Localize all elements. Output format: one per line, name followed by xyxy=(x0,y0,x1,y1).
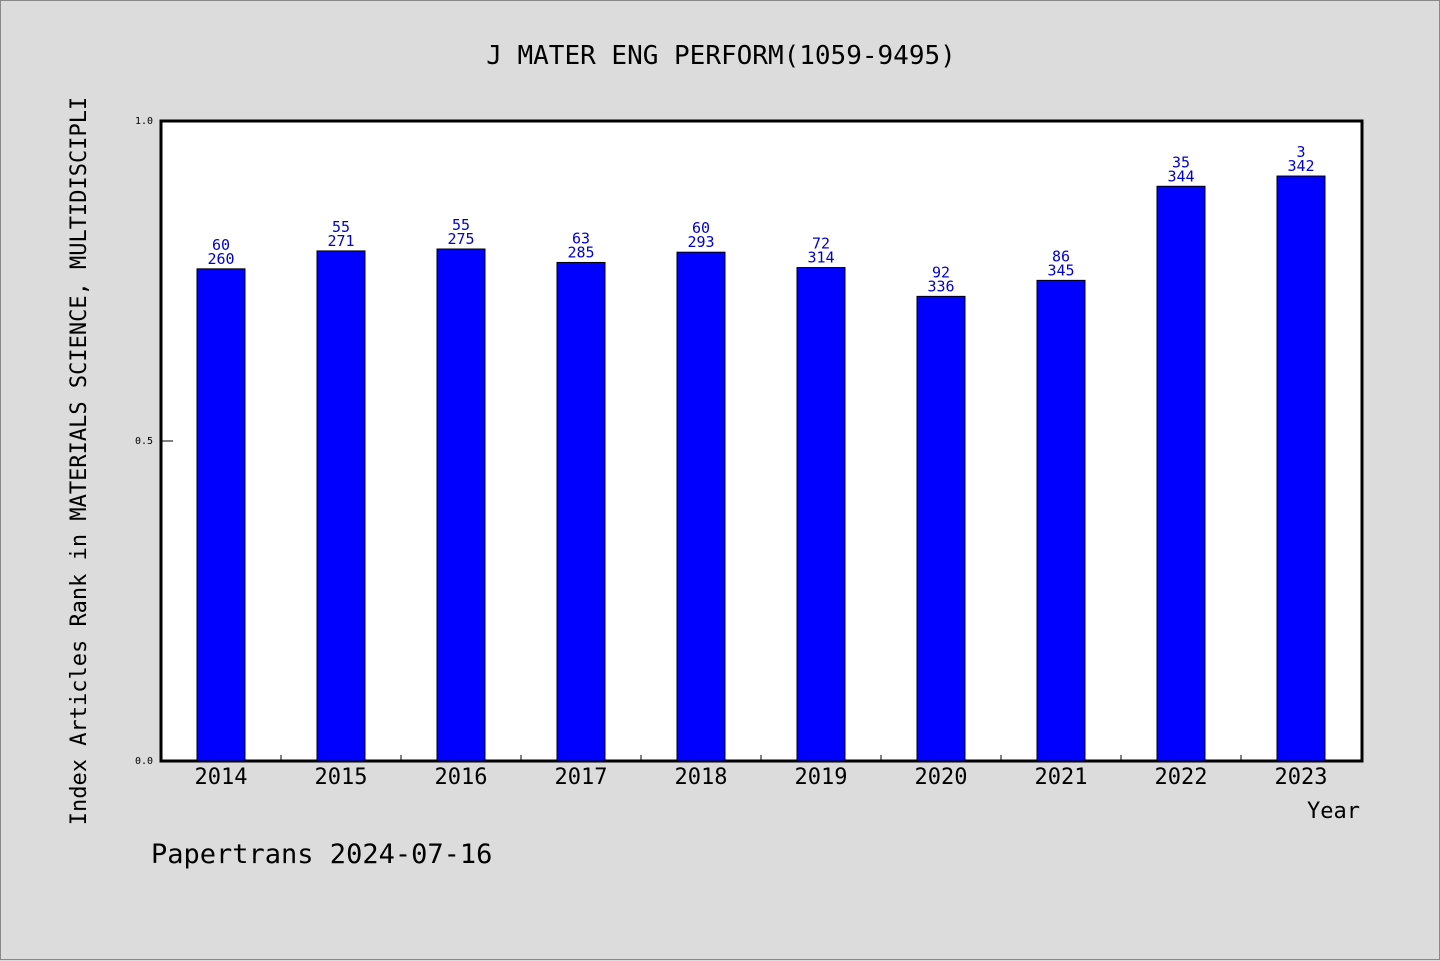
bar-rank-label-2018: 60 xyxy=(692,219,710,237)
bar-2017 xyxy=(556,261,606,762)
x-tick-label-2017: 2017 xyxy=(555,765,608,790)
x-tick-label-2020: 2020 xyxy=(915,765,968,790)
bar-2022 xyxy=(1156,185,1206,762)
x-tick-label-2014: 2014 xyxy=(195,765,248,790)
x-axis-ticks: 2014 2015 2016 2017 2018 2019 2020 2021 2022 2023 xyxy=(195,755,1328,790)
bar-rank-label-2014: 60 xyxy=(212,236,230,254)
bar-rank-label-2023: 3 xyxy=(1296,143,1305,161)
bar-2016 xyxy=(436,248,486,762)
x-tick-label-2018: 2018 xyxy=(675,765,728,790)
bar-2020 xyxy=(916,295,966,762)
chart-title: J MATER ENG PERFORM(1059-9495) xyxy=(486,41,956,71)
bar-2019 xyxy=(796,267,846,762)
bar-rank-label-2020: 92 xyxy=(932,263,950,281)
bar-total-label-2019: 314 xyxy=(807,249,834,267)
x-tick-label-2016: 2016 xyxy=(435,765,488,790)
bars-group xyxy=(196,175,1326,762)
x-tick-label-2022: 2022 xyxy=(1155,765,1208,790)
x-axis-label: Year xyxy=(1307,799,1360,824)
x-tick-label-2019: 2019 xyxy=(795,765,848,790)
y-axis-label: Index Articles Rank in MATERIALS SCIENCE… xyxy=(67,97,92,825)
y-axis-ticks: 0.0 0.5 1.0 xyxy=(135,116,173,767)
y-tick-label: 1.0 xyxy=(135,116,153,127)
bar-total-label-2015: 271 xyxy=(327,232,354,250)
y-tick-label: 0.0 xyxy=(135,756,153,767)
bar-total-label-2014: 260 xyxy=(207,250,234,268)
x-tick-label-2015: 2015 xyxy=(315,765,368,790)
bar-rank-label-2019: 72 xyxy=(812,235,830,253)
bar-2021 xyxy=(1036,279,1086,762)
bar-total-label-2018: 293 xyxy=(687,233,714,251)
bar-total-label-2020: 336 xyxy=(927,277,954,295)
bar-2018 xyxy=(676,251,726,762)
bar-total-label-2022: 344 xyxy=(1167,167,1194,185)
bar-total-label-2016: 275 xyxy=(447,230,474,248)
y-tick-label: 0.5 xyxy=(135,436,153,447)
bar-2015 xyxy=(316,250,366,762)
x-tick-label-2021: 2021 xyxy=(1035,765,1088,790)
bar-total-label-2023: 342 xyxy=(1287,157,1314,175)
bar-total-label-2021: 345 xyxy=(1047,261,1074,279)
x-tick-label-2023: 2023 xyxy=(1275,765,1328,790)
bar-rank-label-2016: 55 xyxy=(452,216,470,234)
bar-2023 xyxy=(1276,175,1326,762)
bar-rank-label-2022: 35 xyxy=(1172,153,1190,171)
footer-credit: Papertrans 2024-07-16 xyxy=(151,839,492,870)
bar-rank-label-2021: 86 xyxy=(1052,247,1070,265)
bar-total-label-2017: 285 xyxy=(567,243,594,261)
bar-2014 xyxy=(196,268,246,762)
bar-rank-label-2015: 55 xyxy=(332,218,350,236)
bar-rank-label-2017: 63 xyxy=(572,229,590,247)
